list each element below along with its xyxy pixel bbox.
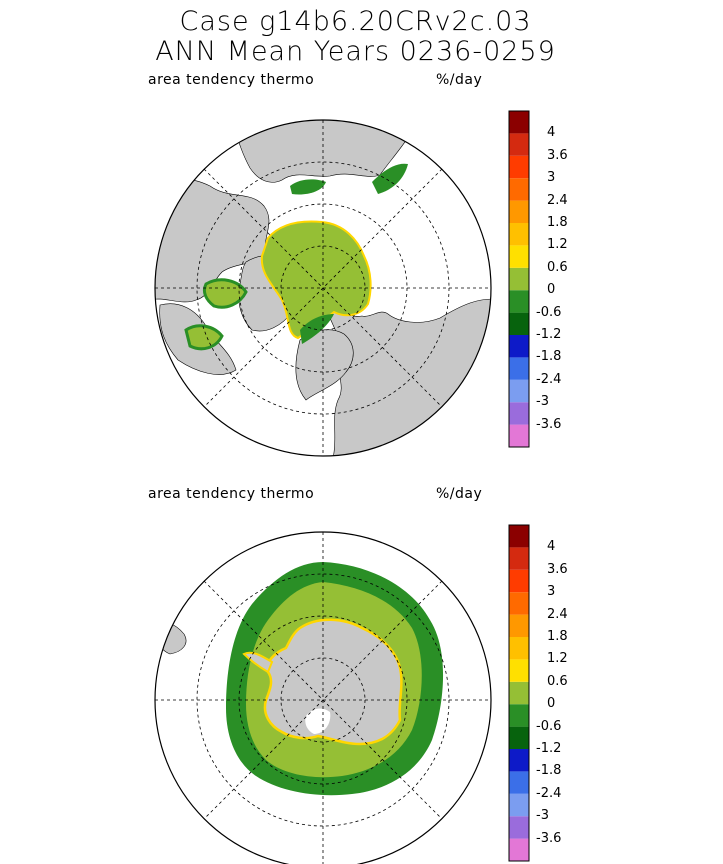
colorbar-swatch: [509, 749, 529, 772]
colorbar-swatch: [509, 681, 529, 705]
colorbar-tick-label: -2.4: [536, 785, 562, 801]
plot-title-period: ANN Mean Years 0236-0259: [155, 36, 556, 67]
colorbar-tick-label: 0: [547, 282, 556, 298]
colorbar-swatch: [509, 816, 529, 839]
colorbar-swatch: [509, 178, 529, 201]
colorbar-swatch: [509, 614, 529, 637]
colorbar-tick-label: 3.6: [547, 147, 568, 163]
colorbar-tick-label: -2.4: [536, 371, 562, 387]
ice-negative-band-atlantic: [300, 314, 334, 344]
plot-title-case: Case g14b6.20CRv2c.03: [179, 6, 532, 37]
colorbar-tick-label: -3.6: [536, 416, 562, 432]
panel1-units-label: %/day: [436, 72, 483, 88]
colorbar-tick-label: 0.6: [547, 259, 568, 275]
colorbar-swatch: [509, 704, 529, 727]
south-polar-map: [155, 532, 491, 864]
colorbar-swatch: [509, 357, 529, 380]
colorbar-tick-label: 1.8: [547, 215, 568, 230]
colorbar-swatch: [509, 771, 529, 794]
colorbar-swatch: [509, 111, 529, 134]
colorbar-swatch: [509, 402, 529, 425]
ice-hudson: [184, 324, 224, 351]
north-map-border: [154, 119, 492, 457]
panel1-variable-label: area tendency thermo: [148, 72, 315, 88]
colorbar-tick-label: -1.8: [536, 349, 562, 365]
eurasia-land: [329, 298, 491, 456]
colorbar-tick-label: 0: [547, 696, 556, 712]
colorbar-swatch: [509, 424, 529, 447]
colorbar-swatch: [509, 245, 529, 268]
colorbar-tick-label: -3.6: [536, 830, 562, 846]
colorbar-tick-label: -1.2: [536, 741, 562, 756]
colorbar-tick-label: 4: [547, 539, 556, 555]
colorbar-tick-label: 3.6: [547, 561, 568, 577]
colorbar-swatch: [509, 290, 529, 313]
colorbar-tick-label: -0.6: [536, 304, 562, 320]
ice-labrador: [202, 278, 248, 309]
colorbar-south: [508, 524, 530, 862]
alaska-land: [229, 120, 421, 183]
colorbar-swatch: [509, 592, 529, 615]
colorbar-tick-label: -1.2: [536, 327, 562, 342]
colorbar-tick-label: 1.2: [547, 237, 568, 253]
colorbar-frame: [508, 110, 530, 448]
colorbar-tick-label: -1.8: [536, 763, 562, 779]
ice-negative-band-okhotsk: [372, 163, 408, 194]
colorbar-tick-label: 2.4: [547, 606, 568, 622]
colorbar-swatch: [509, 793, 529, 817]
colorbar-swatch: [509, 659, 529, 682]
colorbar-tick-label: 3: [547, 170, 556, 186]
colorbar-swatch: [509, 569, 529, 593]
colorbar-swatch: [509, 637, 529, 660]
colorbar-swatch: [509, 267, 529, 291]
colorbar-swatch: [509, 312, 529, 335]
antarctic-peninsula: [242, 651, 274, 674]
colorbar-swatch: [509, 547, 529, 570]
colorbar-north: [508, 110, 530, 448]
colorbar-tick-label: 1.8: [547, 629, 568, 644]
colorbar-frame: [508, 524, 530, 862]
colorbar-tick-label: 3: [547, 584, 556, 600]
colorbar-swatch: [509, 726, 529, 749]
south-map-border: [154, 531, 492, 864]
colorbar-tick-label: -3: [536, 394, 549, 410]
north-polar-map: [155, 120, 491, 456]
colorbar-swatch: [509, 525, 529, 548]
colorbar-tick-label: 1.2: [547, 651, 568, 667]
colorbar-swatch: [509, 200, 529, 223]
colorbar-tick-label: 2.4: [547, 192, 568, 208]
colorbar-swatch: [509, 838, 529, 861]
colorbar-tick-label: -3: [536, 808, 549, 824]
ice-negative-band-bering: [290, 179, 326, 195]
colorbar-tick-label: 0.6: [547, 673, 568, 689]
colorbar-swatch: [509, 379, 529, 403]
panel2-units-label: %/day: [436, 486, 483, 502]
colorbar-swatch: [509, 133, 529, 156]
scandinavia-land: [295, 329, 354, 401]
ross-sea: [305, 708, 331, 734]
colorbar-tick-label: 4: [547, 125, 556, 141]
colorbar-swatch: [509, 335, 529, 358]
colorbar-tick-label: -0.6: [536, 718, 562, 734]
colorbar-swatch: [509, 155, 529, 179]
colorbar-swatch: [509, 223, 529, 246]
panel2-variable-label: area tendency thermo: [148, 486, 315, 502]
